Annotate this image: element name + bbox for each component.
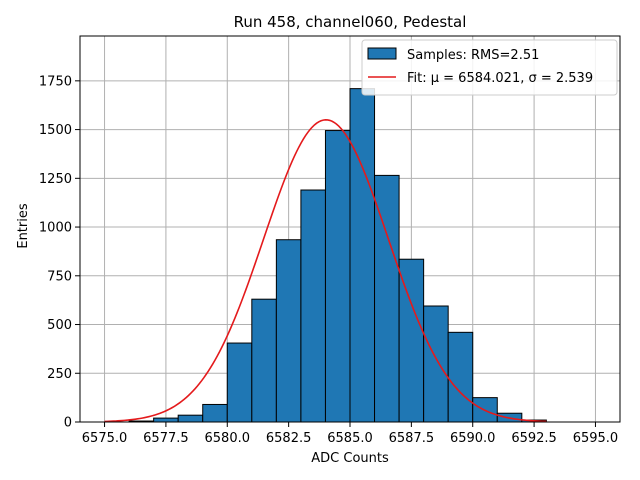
y-axis-label: Entries	[16, 203, 31, 249]
x-tick-label: 6592.5	[511, 431, 557, 446]
x-axis-label: ADC Counts	[311, 451, 389, 466]
x-tick-label: 6577.5	[143, 431, 189, 446]
y-axis-ticks: 0 250 500 750 1000 1250 1500 1750	[39, 74, 80, 431]
histogram-bar	[349, 88, 376, 423]
x-tick-label: 6582.5	[266, 431, 312, 446]
histogram-bar	[177, 414, 204, 423]
histogram-bar	[374, 174, 400, 423]
x-tick-label: 6585.0	[327, 431, 373, 446]
histogram-bar	[153, 417, 179, 423]
histogram-bar	[423, 305, 449, 423]
y-tick-label: 750	[47, 269, 72, 284]
legend-bars-swatch	[367, 47, 397, 60]
y-tick-label: 1750	[39, 74, 72, 89]
histogram-bar	[300, 189, 326, 423]
legend-box	[361, 39, 618, 96]
histogram-bar	[202, 403, 228, 423]
legend-entry-samples: Samples: RMS=2.51	[407, 48, 539, 63]
y-tick-label: 250	[47, 367, 72, 382]
histogram-bar	[275, 239, 302, 423]
histogram-bars	[128, 88, 547, 423]
x-tick-label: 6590.0	[450, 431, 496, 446]
legend-entry-fit: Fit: μ = 6584.021, σ = 2.539	[407, 71, 593, 86]
histogram-bar	[324, 130, 351, 423]
y-tick-label: 0	[64, 416, 72, 431]
chart-title: Run 458, channel060, Pedestal	[234, 13, 467, 31]
y-tick-label: 1000	[39, 221, 72, 236]
x-tick-label: 6575.0	[82, 431, 128, 446]
y-tick-label: 500	[47, 318, 72, 333]
x-axis-ticks: 6575.0 6577.5 6580.0 6582.5 6585.0 6587.5 6590…	[82, 422, 618, 446]
gaussian-fit-curve	[104, 119, 547, 423]
legend: Samples: RMS=2.51 Fit: μ = 6584.021, σ =…	[361, 39, 618, 96]
y-tick-label: 1250	[39, 172, 72, 187]
histogram-bar	[398, 258, 425, 423]
histogram-bar	[447, 331, 474, 423]
y-tick-label: 1500	[39, 123, 72, 138]
x-tick-label: 6580.0	[205, 431, 251, 446]
histogram-bar	[251, 298, 277, 423]
x-tick-label: 6587.5	[389, 431, 435, 446]
x-tick-label: 6595.0	[573, 431, 619, 446]
histogram-bar	[226, 342, 253, 423]
